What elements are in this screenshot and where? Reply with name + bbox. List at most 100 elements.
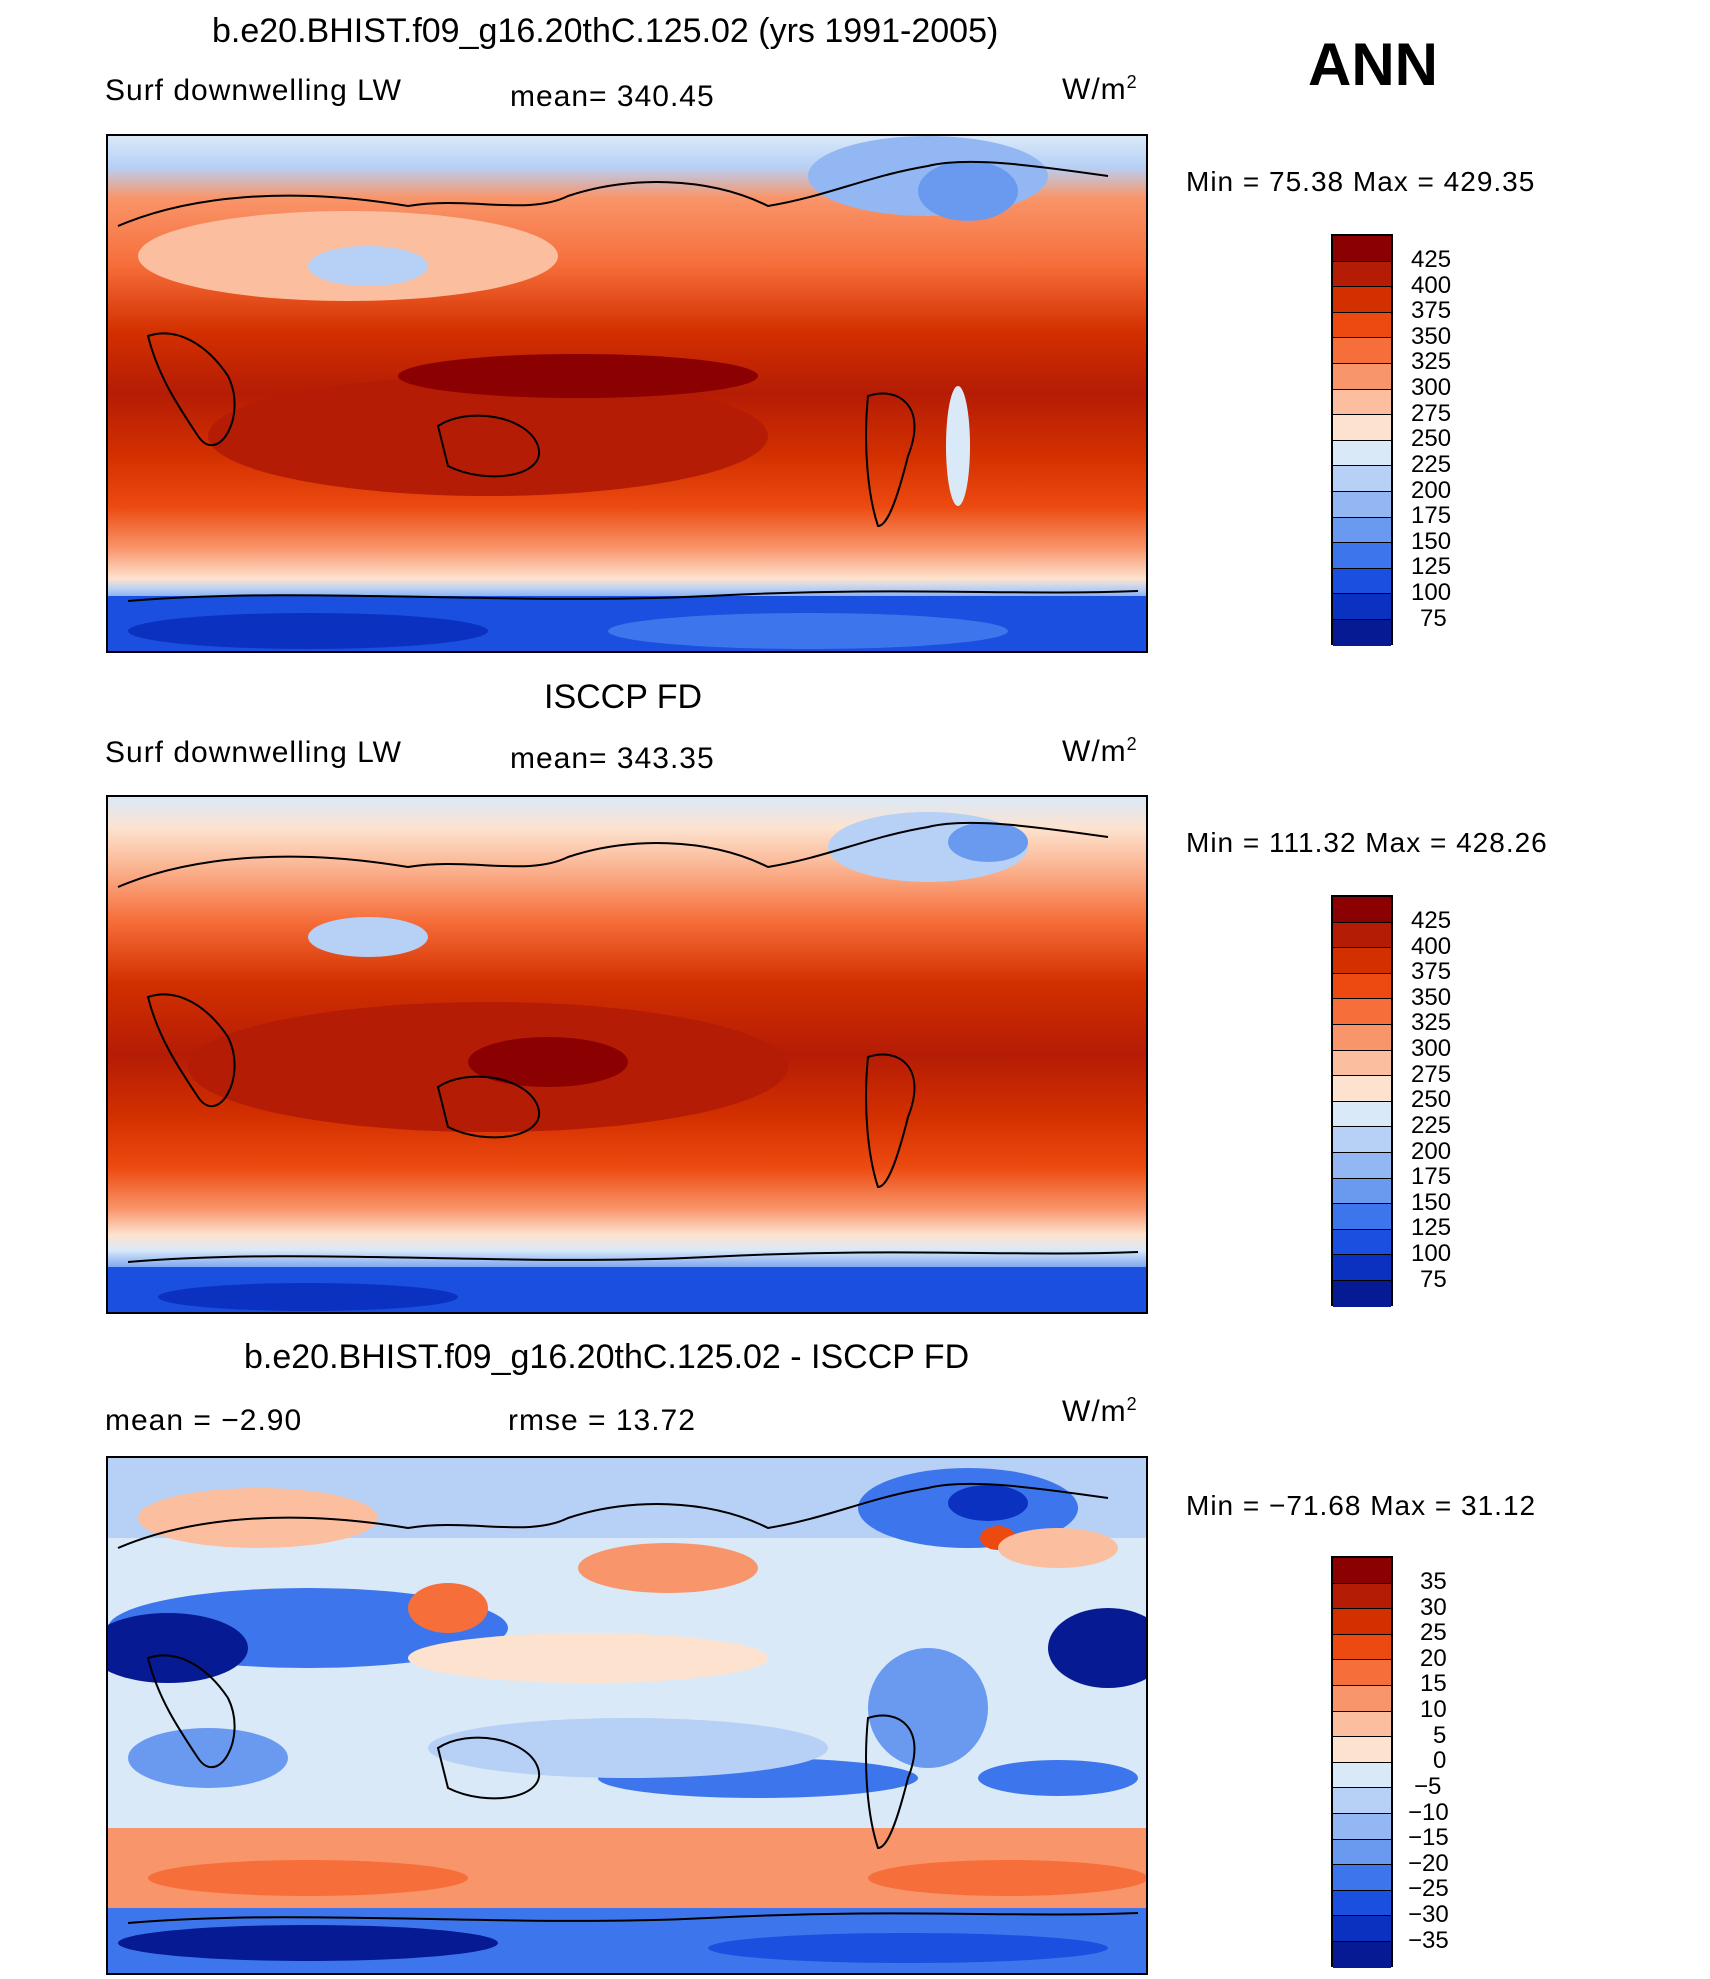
colorbar-tick-label: 275 (1411, 400, 1452, 427)
colorbar-swatch (1333, 1660, 1391, 1686)
panel3-mean-label: mean = −2.90 (105, 1404, 303, 1437)
colorbar-swatch (1333, 1280, 1391, 1307)
colorbar-tick-label: 375 (1411, 958, 1452, 985)
colorbar-swatch (1333, 1737, 1391, 1763)
panel2-mean-label: mean= 343.35 (510, 742, 715, 775)
colorbar-tick-label: 5 (1433, 1722, 1447, 1749)
colorbar-swatch (1333, 1941, 1391, 1968)
colorbar-swatch (1333, 543, 1391, 569)
colorbar-swatch (1333, 1839, 1391, 1866)
colorbar-swatch (1333, 1865, 1391, 1891)
colorbar-tick-label: −5 (1414, 1773, 1442, 1800)
colorbar-tick-label: 125 (1411, 1214, 1452, 1241)
colorbar-tick-label: 100 (1411, 1240, 1452, 1267)
colorbar-tick-label: −25 (1408, 1875, 1449, 1902)
colorbar-swatch (1333, 1152, 1391, 1179)
panel1-variable-label: Surf downwelling LW (105, 74, 402, 107)
colorbar-swatch (1333, 1609, 1391, 1635)
panel1-title: b.e20.BHIST.f09_g16.20thC.125.02 (yrs 19… (212, 12, 999, 50)
panel3-rmse-label: rmse = 13.72 (508, 1404, 696, 1437)
colorbar-tick-label: −10 (1408, 1799, 1449, 1826)
colorbar-swatch (1333, 1890, 1391, 1917)
colorbar-tick-label: 400 (1411, 933, 1452, 960)
panel3-colorbar (1331, 1556, 1393, 1968)
colorbar-tick-label: −35 (1408, 1927, 1449, 1954)
colorbar-tick-label: 125 (1411, 553, 1452, 580)
panel2-units: W/m2 (1062, 734, 1138, 768)
colorbar-tick-label: 0 (1433, 1747, 1447, 1774)
colorbar-tick-label: 75 (1420, 605, 1447, 632)
colorbar-swatch (1333, 973, 1391, 1000)
colorbar-swatch (1333, 897, 1391, 923)
colorbar-tick-label: 250 (1411, 425, 1452, 452)
colorbar-tick-label: 275 (1411, 1061, 1452, 1088)
colorbar-swatch (1333, 1101, 1391, 1128)
colorbar-swatch (1333, 338, 1391, 364)
colorbar-tick-label: −30 (1408, 1901, 1449, 1928)
panel3-title: b.e20.BHIST.f09_g16.20thC.125.02 - ISCCP… (244, 1338, 970, 1376)
colorbar-tick-label: −15 (1408, 1824, 1449, 1851)
colorbar-tick-label: 225 (1411, 451, 1452, 478)
colorbar-tick-label: 400 (1411, 272, 1452, 299)
colorbar-swatch (1333, 619, 1391, 646)
colorbar-tick-label: 250 (1411, 1086, 1452, 1113)
colorbar-swatch (1333, 1024, 1391, 1051)
colorbar-swatch (1333, 1813, 1391, 1840)
colorbar-swatch (1333, 1583, 1391, 1610)
colorbar-swatch (1333, 1255, 1391, 1281)
colorbar-tick-label: 425 (1411, 907, 1452, 934)
colorbar-swatch (1333, 261, 1391, 288)
colorbar-tick-label: 350 (1411, 984, 1452, 1011)
colorbar-tick-label: 35 (1420, 1568, 1447, 1595)
panel3-map (106, 1456, 1148, 1975)
colorbar-swatch (1333, 236, 1391, 262)
colorbar-swatch (1333, 415, 1391, 441)
colorbar-swatch (1333, 440, 1391, 467)
colorbar-tick-label: 325 (1411, 1009, 1452, 1036)
panel1-mean-label: mean= 340.45 (510, 80, 715, 113)
colorbar-tick-label: 150 (1411, 1189, 1452, 1216)
colorbar-tick-label: 425 (1411, 246, 1452, 273)
colorbar-swatch (1333, 491, 1391, 518)
colorbar-tick-label: 75 (1420, 1266, 1447, 1293)
panel1-minmax: Min = 75.38 Max = 429.35 (1186, 166, 1536, 197)
colorbar-tick-label: 375 (1411, 297, 1452, 324)
panel2-variable-label: Surf downwelling LW (105, 736, 402, 769)
colorbar-tick-label: 150 (1411, 528, 1452, 555)
colorbar-swatch (1333, 922, 1391, 949)
panel2-title: ISCCP FD (544, 678, 703, 716)
colorbar-swatch (1333, 1685, 1391, 1712)
colorbar-swatch (1333, 1558, 1391, 1584)
colorbar-swatch (1333, 1711, 1391, 1738)
colorbar-tick-label: 225 (1411, 1112, 1452, 1139)
colorbar-swatch (1333, 389, 1391, 416)
colorbar-tick-label: 25 (1420, 1619, 1447, 1646)
colorbar-swatch (1333, 1178, 1391, 1205)
colorbar-swatch (1333, 999, 1391, 1025)
colorbar-tick-label: 300 (1411, 1035, 1452, 1062)
panel1-units: W/m2 (1062, 72, 1138, 106)
colorbar-swatch (1333, 466, 1391, 492)
colorbar-swatch (1333, 1634, 1391, 1661)
panel2-map (106, 795, 1148, 1314)
colorbar-tick-label: 175 (1411, 502, 1452, 529)
panel2-minmax: Min = 111.32 Max = 428.26 (1186, 827, 1548, 858)
panel3-minmax: Min = −71.68 Max = 31.12 (1186, 1490, 1537, 1521)
panel2-colorbar (1331, 895, 1393, 1307)
colorbar-swatch (1333, 1229, 1391, 1256)
colorbar-tick-label: 200 (1411, 1138, 1452, 1165)
season-label: ANN (1308, 31, 1438, 98)
colorbar-tick-label: −20 (1408, 1850, 1449, 1877)
colorbar-swatch (1333, 1050, 1391, 1077)
colorbar-swatch (1333, 517, 1391, 544)
colorbar-tick-label: 15 (1420, 1670, 1447, 1697)
colorbar-swatch (1333, 594, 1391, 620)
colorbar-tick-label: 30 (1420, 1594, 1447, 1621)
colorbar-swatch (1333, 568, 1391, 595)
panel3-units: W/m2 (1062, 1394, 1138, 1428)
colorbar-swatch (1333, 312, 1391, 339)
colorbar-swatch (1333, 363, 1391, 390)
colorbar-swatch (1333, 1916, 1391, 1942)
colorbar-swatch (1333, 1788, 1391, 1814)
colorbar-tick-label: 175 (1411, 1163, 1452, 1190)
